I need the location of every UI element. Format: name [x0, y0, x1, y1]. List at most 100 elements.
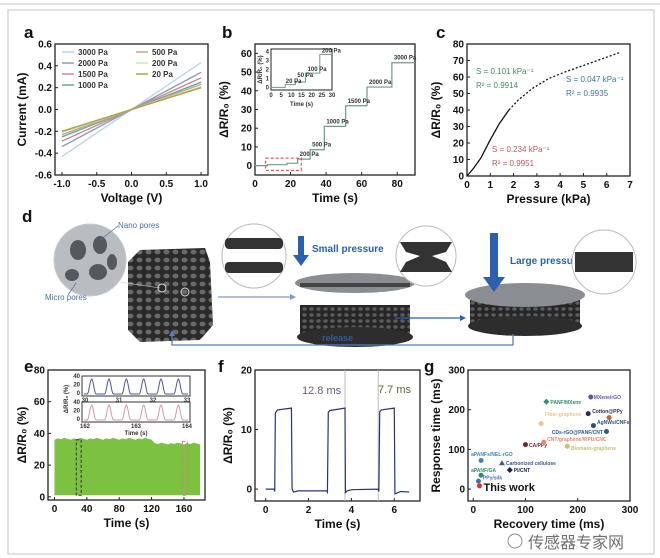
point-label: MXene/rGO — [594, 395, 621, 401]
x-axis-label: Pressure (kPa) — [506, 192, 590, 206]
x-tick-label: 6 — [392, 505, 398, 516]
y-tick-label: -0.4 — [35, 149, 53, 160]
y-axis-label: ΔR/R₀ (%) — [15, 407, 29, 464]
y-tick-label: -0.6 — [35, 171, 53, 182]
point-label: PPy/silk — [483, 475, 502, 481]
x-tick-label: 60 — [356, 179, 368, 190]
x-tick-label: 160 — [176, 504, 193, 515]
chart-a: -1.0 -0.5 0.0 0.5 1.0 -0.6 -0.4 -0.2 0.0 0.2 0.4 0.… — [15, 40, 209, 205]
scatter-point — [564, 443, 570, 449]
x-tick-label: 6 — [604, 180, 610, 191]
y-tick-label: 60 — [34, 397, 46, 408]
figure-frame — [7, 9, 655, 555]
scatter-point — [506, 467, 513, 474]
inset-waveform — [84, 404, 188, 421]
x-tick-label: 7 — [627, 180, 633, 191]
y-tick-label: 10 — [241, 425, 253, 436]
y-tick-label: 30 — [241, 105, 253, 116]
x-tick-label: 0.5 — [159, 179, 173, 190]
cyclic-response-area — [54, 437, 201, 496]
y-tick-label: 70 — [453, 56, 465, 67]
x-tick-label: 0 — [470, 505, 476, 516]
panel-label-b: b — [222, 23, 232, 42]
point-label: PI/CNT — [514, 468, 530, 474]
y-axis-label: ΔR/R₀ (%) — [429, 82, 443, 139]
x-tick-label: 4 — [557, 180, 563, 191]
y-tick-label: 300 — [448, 366, 465, 377]
y-tick-label: 200 — [448, 405, 465, 416]
inset-x-tick-label: 162 — [80, 424, 91, 430]
inset-frame — [270, 48, 333, 91]
legend-label: 20 Pa — [152, 70, 173, 79]
inset-y-tick-label: 40 — [73, 400, 80, 406]
release-label: release — [322, 333, 353, 343]
step-annotation: 2000 Pa — [369, 80, 392, 86]
lens-foam-strut — [400, 242, 452, 256]
y-tick-label: 10 — [241, 142, 253, 153]
inset-annotation: 200 Pa — [322, 48, 342, 54]
y-tick-label: 20 — [34, 461, 46, 472]
y-tick-label: 10 — [453, 155, 465, 166]
panel-label-f: f — [218, 357, 224, 376]
y-tick-label: 50 — [453, 89, 465, 100]
inset-y-tick-label: 4 — [266, 50, 270, 56]
series-line-20-Pa — [61, 86, 202, 133]
x-tick-label: 40 — [321, 179, 333, 190]
x-axis-label: Recovery time (ms) — [494, 517, 605, 531]
x-tick-label: 5 — [581, 180, 587, 191]
inset-annotation: 100 Pa — [308, 67, 328, 73]
scatter-point — [498, 460, 505, 466]
y-tick-label: 20 — [241, 124, 253, 135]
scatter-point — [478, 472, 484, 478]
point-label: CNT/graphene/WPU/CNC — [547, 437, 607, 443]
y-tick-label: 0 — [246, 161, 252, 172]
y-tick-label: 100 — [448, 445, 465, 456]
point-label: CDs-rGO@PANF/CNT — [552, 430, 603, 436]
inset-y-tick-label: 20 — [73, 409, 80, 415]
x-tick-label: 20 — [285, 179, 297, 190]
x-axis-label: Time (s) — [315, 517, 361, 531]
inset-x-tick-label: 25 — [318, 93, 325, 99]
release-arrow-head — [169, 330, 175, 336]
sensitivity-annotation: S = 0.101 kPa⁻¹ — [476, 67, 534, 76]
y-tick-label: 0 — [246, 485, 252, 496]
bottom-plate — [297, 327, 413, 347]
plot-frame — [47, 369, 206, 501]
inset-y-tick-label: 0 — [266, 85, 270, 91]
sensitivity-annotation: R² = 0.9935 — [566, 89, 609, 98]
y-tick-label: -0.2 — [35, 127, 53, 138]
x-tick-label: 0 — [464, 180, 470, 191]
inset-x-tick-label: 33 — [184, 398, 191, 404]
plate-edge — [300, 283, 410, 287]
legend-label: 500 Pa — [152, 48, 178, 57]
inset-x-tick-label: 163 — [131, 424, 142, 430]
arrow-head — [290, 294, 296, 300]
legend-label: 1500 Pa — [78, 70, 108, 79]
response-trace — [265, 407, 410, 495]
response-time-label: 12.8 ms — [302, 385, 342, 397]
y-axis-label: ΔR/R₀ (%) — [221, 407, 235, 464]
large-pressure-arrow-icon — [483, 233, 505, 292]
y-tick-label: 60 — [241, 49, 253, 60]
lens-foam-strut — [225, 262, 283, 273]
lens-foam-strut — [225, 238, 283, 249]
foam-cube — [128, 248, 213, 342]
inset-x-tick-label: 32 — [150, 398, 157, 404]
y-tick-label: 0 — [39, 492, 45, 503]
x-axis-label: Voltage (V) — [101, 191, 163, 205]
legend-label: 2000 Pa — [78, 59, 108, 68]
y-tick-label: 20 — [241, 366, 253, 377]
inset-y-tick-label: 20 — [73, 383, 80, 389]
inset-y-tick-label: 0 — [77, 417, 81, 423]
scatter-point — [478, 458, 484, 464]
point-label: Carbonized cellulose — [506, 461, 556, 467]
x-axis-label: Time (s) — [312, 191, 358, 205]
inset-x-tick-label: 10 — [288, 93, 295, 99]
legend-label: 3000 Pa — [78, 48, 108, 57]
x-tick-label: 120 — [143, 504, 160, 515]
y-tick-label: 0.0 — [38, 105, 52, 116]
small-pressure-arrow-icon — [293, 236, 309, 266]
